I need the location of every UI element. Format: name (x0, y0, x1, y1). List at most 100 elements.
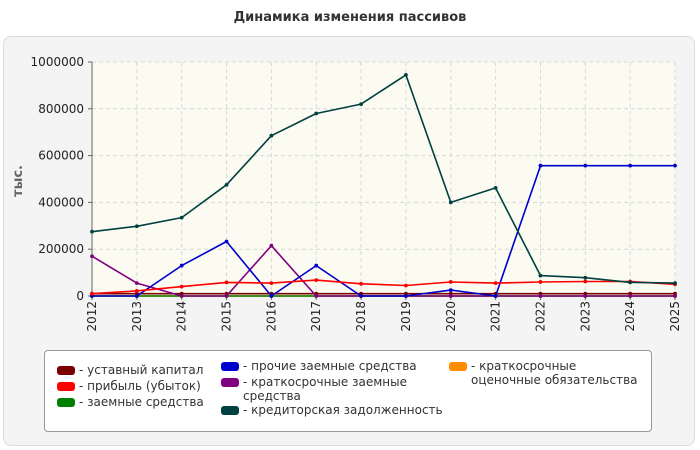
data-point (493, 281, 498, 286)
data-point (134, 294, 139, 298)
data-point (359, 102, 363, 107)
data-point (673, 294, 677, 298)
x-tick-label: 2020 (444, 301, 458, 332)
x-tick-label: 2013 (130, 301, 144, 332)
data-point (493, 185, 498, 190)
x-tick-label: 2015 (220, 301, 234, 332)
data-point (179, 284, 184, 289)
data-point (179, 263, 184, 268)
data-point (134, 281, 139, 286)
data-point (179, 294, 184, 298)
legend-label: - прибыль (убыток) (79, 379, 201, 393)
data-point (269, 243, 274, 248)
data-point (269, 133, 274, 138)
data-point (179, 215, 184, 220)
legend-item: - краткосрочные заемные средства (221, 375, 421, 403)
data-point (404, 294, 408, 298)
data-point (628, 163, 633, 168)
data-point (224, 239, 229, 244)
legend-label: - краткосрочные заемные средства (243, 375, 407, 403)
x-tick-label: 2025 (668, 301, 682, 332)
data-point (269, 281, 274, 286)
legend-swatch (221, 378, 239, 387)
legend-item: - прибыль (убыток) (57, 379, 217, 393)
chart-legend: - уставный капитал - прибыль (убыток) - за… (44, 350, 652, 432)
data-point (224, 294, 229, 298)
data-point (448, 294, 453, 298)
data-point (628, 294, 633, 298)
x-tick-label: 2017 (309, 301, 323, 332)
data-point (673, 281, 677, 286)
legend-label: - заемные средства (79, 395, 204, 409)
y-tick-label: 200000 (38, 242, 84, 256)
data-point (538, 280, 543, 284)
legend-item: - краткосрочные оценочные обязательства (449, 359, 645, 387)
y-tick-label: 400000 (38, 195, 84, 209)
x-tick-label: 2023 (578, 301, 592, 332)
data-point (134, 224, 139, 229)
legend-swatch (57, 398, 75, 407)
grid-lines (91, 61, 676, 296)
data-point (448, 200, 453, 205)
data-point (90, 229, 94, 234)
tick-labels: 0 200000 400000 600000 800000 1000000 2012 2013… (31, 55, 682, 332)
legend-swatch (449, 362, 467, 371)
data-point (134, 288, 139, 293)
data-point (583, 279, 588, 284)
legend-label: - прочие заемные средства (243, 359, 417, 373)
data-point (269, 294, 274, 298)
legend-label: - уставный капитал (79, 363, 204, 377)
data-point (583, 163, 588, 168)
data-point (90, 291, 94, 296)
legend-item: - заемные средства (57, 395, 217, 409)
series-line (91, 279, 676, 295)
data-point (314, 263, 319, 268)
x-tick-label: 2024 (623, 301, 637, 332)
data-point (314, 294, 319, 298)
data-point (404, 72, 408, 77)
legend-label: - кредиторская задолженность (243, 403, 443, 417)
data-point (90, 254, 94, 259)
series-line (92, 164, 675, 297)
x-tick-label: 2018 (354, 301, 368, 332)
data-point (314, 111, 319, 116)
x-tick-label: 2014 (175, 301, 189, 332)
series-line (91, 74, 676, 284)
data-point (673, 163, 677, 168)
data-point (538, 294, 543, 298)
data-point (538, 273, 543, 278)
x-tick-label: 2016 (264, 301, 278, 332)
data-point (538, 163, 543, 168)
x-tick-label: 2012 (85, 301, 99, 332)
data-point (359, 281, 363, 286)
data-point (628, 280, 633, 285)
y-tick-label: 800000 (38, 102, 84, 116)
legend-swatch (221, 406, 239, 415)
legend-swatch (57, 382, 75, 391)
legend-item: - кредиторская задолженность (221, 403, 451, 417)
legend-label: - краткосрочные оценочные обязательства (471, 359, 638, 387)
data-point (224, 280, 229, 285)
legend-item: - уставный капитал (57, 363, 217, 377)
data-point (224, 182, 229, 187)
chart-title: Динамика изменения пассивов (233, 10, 467, 25)
data-point (359, 294, 363, 298)
data-point (583, 275, 588, 280)
x-tick-label: 2022 (533, 301, 547, 332)
x-tick-label: 2021 (489, 301, 503, 332)
plot-area (92, 62, 675, 296)
y-axis-label: тыс. (11, 165, 26, 197)
y-tick-label: 1000000 (31, 55, 84, 69)
legend-swatch (221, 362, 239, 371)
data-point (314, 278, 319, 282)
data-point (493, 294, 498, 298)
y-tick-label: 0 (76, 289, 84, 303)
data-point (448, 280, 453, 284)
data-point (583, 294, 588, 298)
legend-swatch (57, 366, 75, 375)
y-tick-label: 600000 (38, 149, 84, 163)
x-tick-label: 2019 (399, 301, 413, 332)
data-point (404, 283, 408, 288)
data-point (448, 288, 453, 293)
